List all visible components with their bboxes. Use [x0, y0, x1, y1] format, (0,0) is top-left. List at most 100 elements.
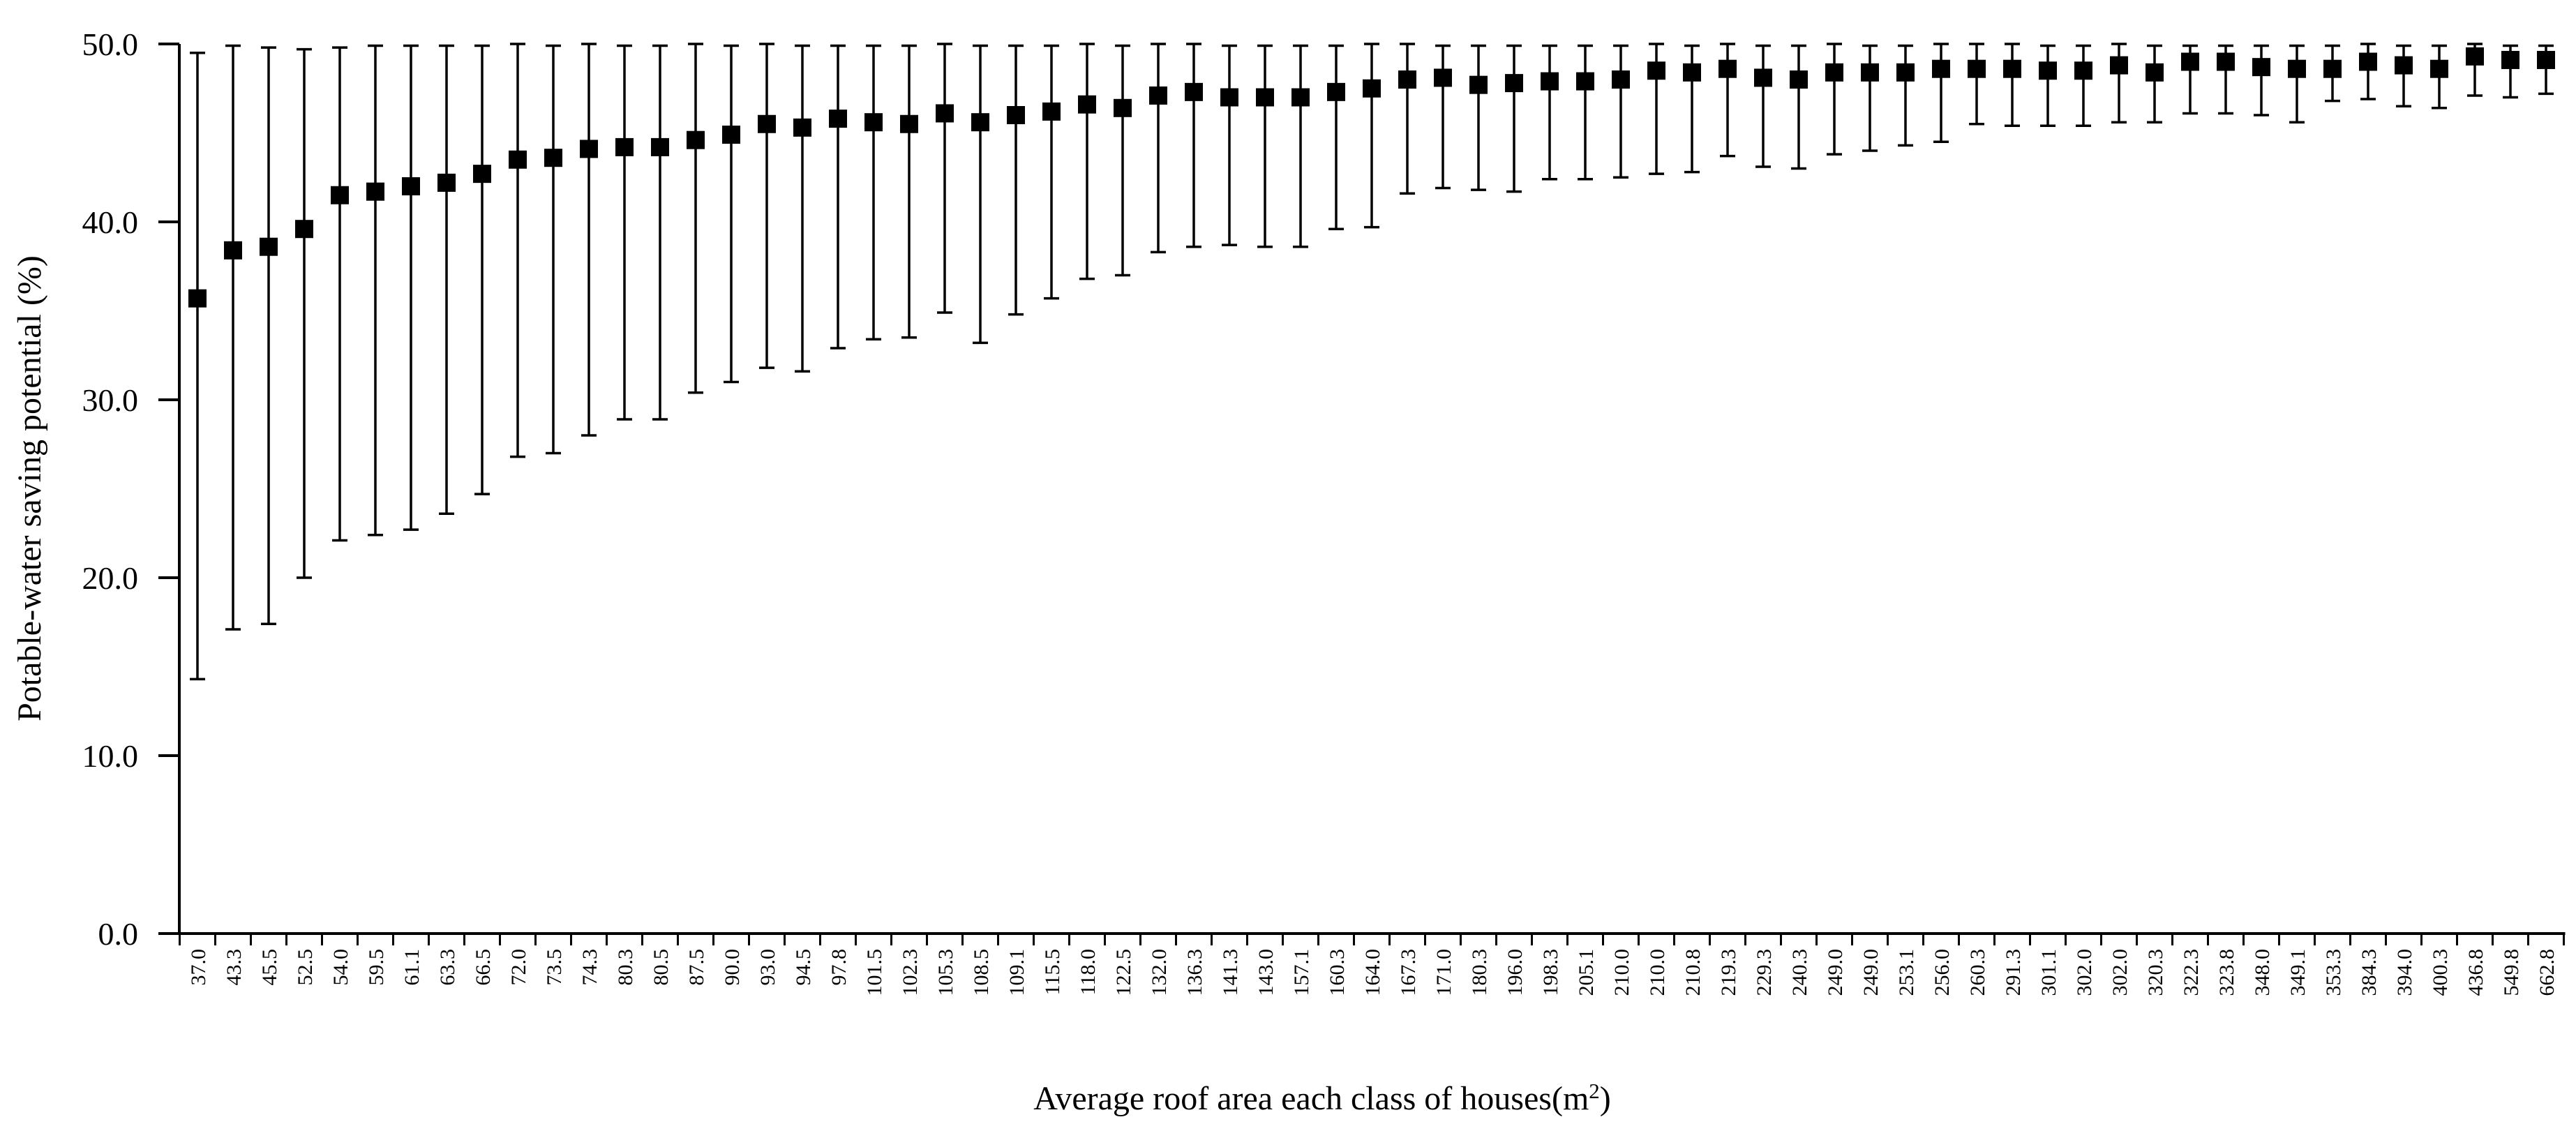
data-point [1932, 43, 1950, 143]
data-point [758, 43, 776, 369]
data-point [2323, 44, 2342, 103]
x-tick-label: 322.3 [2180, 949, 2203, 996]
square-marker [1612, 70, 1630, 89]
square-marker [2252, 58, 2270, 77]
x-tick-label: 80.5 [650, 949, 673, 986]
square-marker [615, 137, 634, 156]
square-marker [1647, 61, 1665, 80]
data-point [2359, 43, 2377, 100]
data-point [1612, 44, 1630, 179]
x-tick-label: 167.3 [1397, 949, 1420, 996]
x-tick-label: 136.3 [1183, 949, 1206, 996]
data-point [2039, 44, 2057, 128]
square-marker [295, 220, 313, 239]
square-marker [509, 150, 527, 169]
x-tick-label: 45.5 [258, 949, 281, 986]
x-tick-label: 102.3 [899, 949, 922, 996]
data-point [509, 43, 527, 458]
data-point [829, 44, 847, 350]
data-point [687, 43, 705, 394]
x-tick-label: 94.5 [792, 949, 815, 986]
data-point [580, 43, 598, 437]
square-marker [687, 130, 705, 149]
data-point [651, 44, 669, 421]
x-tick-label: 157.1 [1290, 949, 1313, 996]
x-tick-label: 301.1 [2037, 949, 2060, 996]
square-marker [793, 118, 811, 137]
x-tick-label: 240.3 [1788, 949, 1811, 996]
data-point [1505, 44, 1523, 193]
data-point [971, 44, 989, 345]
data-point [1398, 43, 1416, 195]
square-marker [1434, 68, 1452, 87]
square-marker [1398, 70, 1416, 89]
data-point [615, 44, 634, 421]
x-tick-label: 256.0 [1931, 949, 1954, 996]
square-marker [402, 177, 420, 195]
x-tick-label: 141.3 [1219, 949, 1242, 996]
x-tick-label: 249.0 [1824, 949, 1847, 996]
x-tick-label: 59.5 [365, 949, 388, 986]
x-tick-label: 210.8 [1682, 949, 1705, 996]
x-tick-label: 115.5 [1041, 949, 1064, 995]
square-marker [1363, 79, 1381, 98]
square-marker [2288, 59, 2306, 78]
x-tick-label: 260.3 [1966, 949, 1989, 996]
x-tick-label: 662.8 [2536, 949, 2559, 996]
square-marker [473, 165, 491, 183]
data-point [1647, 43, 1665, 175]
x-tick-label: 66.5 [472, 949, 495, 986]
x-tick-label: 180.3 [1468, 949, 1491, 996]
x-axis-title: Average roof area each class of houses(m… [1033, 1079, 1611, 1117]
data-point [1541, 44, 1559, 181]
x-tick-label: 320.3 [2144, 949, 2167, 996]
data-point [1114, 44, 1132, 277]
data-series [188, 43, 2555, 681]
data-point [1220, 44, 1238, 246]
y-tick-label: 50.0 [82, 27, 139, 62]
data-point [1256, 44, 1274, 248]
data-point [2181, 44, 2199, 115]
square-marker [260, 237, 278, 256]
data-point [544, 44, 562, 455]
data-point [722, 44, 740, 384]
square-marker [1149, 86, 1167, 105]
square-marker [2110, 56, 2128, 75]
y-axis-title: Potable-water saving potential (%) [11, 255, 48, 721]
data-point [188, 52, 207, 681]
data-point [2146, 44, 2164, 123]
square-marker [2501, 50, 2519, 69]
square-marker [2430, 59, 2448, 78]
data-point [2430, 44, 2448, 110]
square-marker [1291, 88, 1310, 107]
square-marker [1042, 102, 1061, 121]
x-tick-label: 302.0 [2109, 949, 2132, 996]
data-point [2074, 44, 2092, 128]
square-marker [1114, 98, 1132, 117]
x-tick-label: 108.5 [970, 949, 993, 996]
x-tick-label: 219.3 [1717, 949, 1740, 996]
square-marker [1718, 59, 1737, 78]
square-marker [900, 114, 918, 133]
square-marker [936, 104, 954, 123]
data-point [437, 44, 456, 515]
square-marker [2217, 52, 2235, 71]
x-tick-label: 90.0 [721, 949, 744, 986]
square-marker [2146, 63, 2164, 82]
x-tick-label: 164.0 [1361, 949, 1384, 996]
x-tick-label: 400.3 [2429, 949, 2452, 996]
x-tick-label: 73.5 [543, 949, 566, 986]
square-marker [224, 241, 242, 260]
x-tick-label: 323.8 [2215, 949, 2238, 996]
x-tick-label: 143.0 [1255, 949, 1278, 996]
data-point [260, 46, 278, 626]
data-point [295, 47, 313, 579]
square-marker [1683, 63, 1701, 82]
x-tick-label: 43.3 [223, 949, 246, 986]
square-marker [1469, 75, 1488, 94]
square-marker [437, 173, 456, 192]
data-point [1363, 43, 1381, 229]
data-point [1469, 44, 1488, 191]
x-tick-label: 353.3 [2322, 949, 2345, 996]
